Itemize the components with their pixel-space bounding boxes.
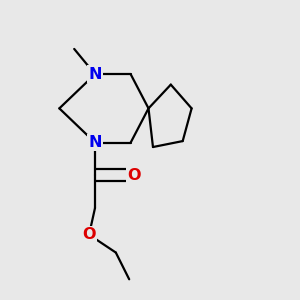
- Text: N: N: [88, 67, 102, 82]
- Text: N: N: [88, 135, 102, 150]
- Text: O: O: [82, 227, 96, 242]
- Text: O: O: [127, 168, 140, 183]
